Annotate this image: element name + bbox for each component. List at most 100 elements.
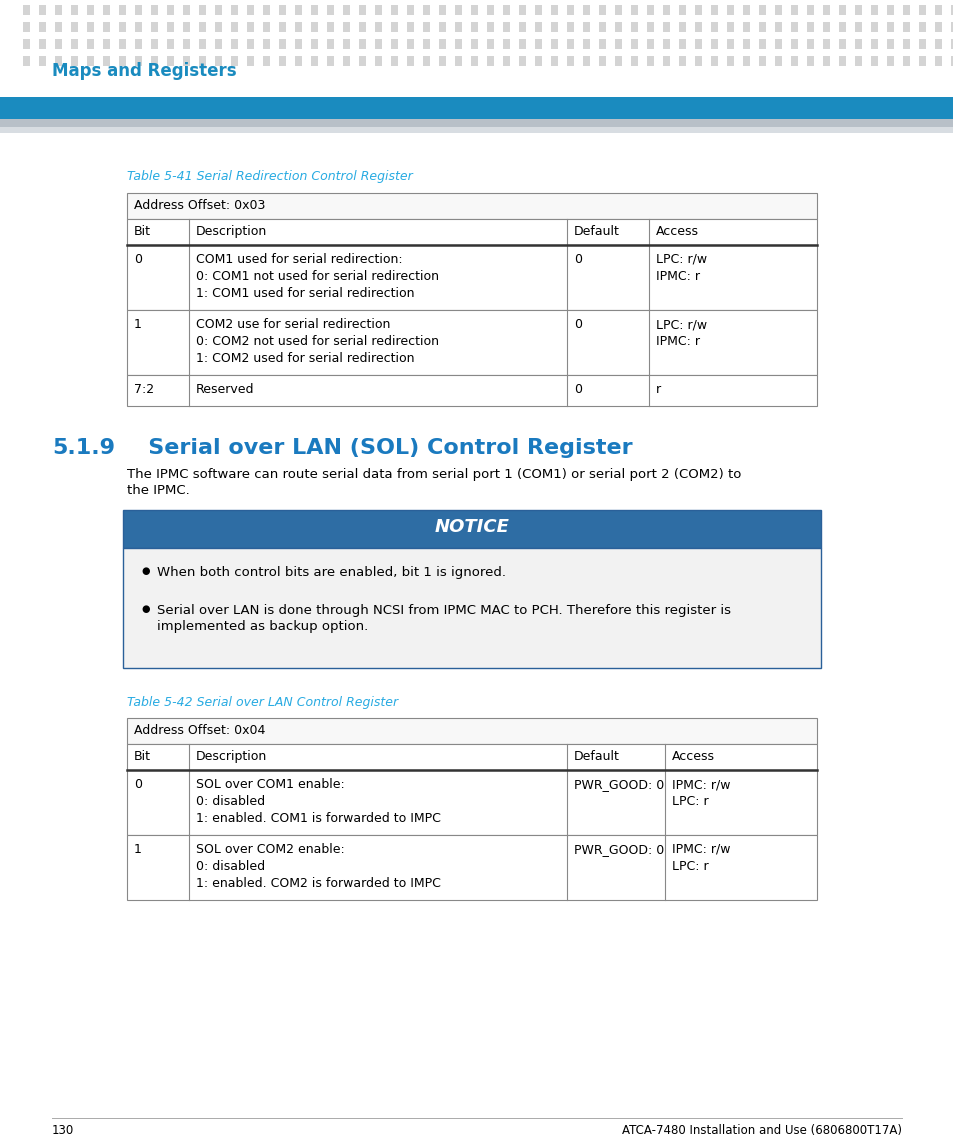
Bar xyxy=(231,5,237,15)
Bar xyxy=(679,5,685,15)
Bar xyxy=(55,56,62,66)
Bar xyxy=(119,39,126,49)
Bar xyxy=(598,39,605,49)
Bar xyxy=(375,56,381,66)
Bar xyxy=(151,39,158,49)
Bar xyxy=(135,22,142,32)
Bar xyxy=(806,56,813,66)
Bar xyxy=(294,39,302,49)
Text: SOL over COM1 enable:: SOL over COM1 enable: xyxy=(195,777,344,791)
Bar xyxy=(902,39,909,49)
Bar xyxy=(455,5,461,15)
Bar xyxy=(278,56,286,66)
Bar xyxy=(710,22,718,32)
Bar xyxy=(695,39,701,49)
Bar xyxy=(710,39,718,49)
Bar xyxy=(127,835,816,900)
Bar xyxy=(71,56,78,66)
Text: Default: Default xyxy=(574,226,619,238)
Bar xyxy=(535,22,541,32)
Bar xyxy=(615,5,621,15)
Bar xyxy=(199,56,206,66)
Bar xyxy=(630,22,638,32)
Bar xyxy=(103,39,110,49)
Bar xyxy=(87,56,94,66)
Bar xyxy=(422,56,430,66)
Bar xyxy=(119,5,126,15)
Bar xyxy=(518,56,525,66)
Bar xyxy=(822,5,829,15)
Bar xyxy=(294,22,302,32)
Bar xyxy=(934,5,941,15)
Bar xyxy=(822,56,829,66)
Bar xyxy=(566,56,574,66)
Text: IPMC: r/w: IPMC: r/w xyxy=(671,777,730,791)
Text: 1: COM2 used for serial redirection: 1: COM2 used for serial redirection xyxy=(195,352,414,365)
Bar xyxy=(311,56,317,66)
Bar xyxy=(23,56,30,66)
Bar xyxy=(247,5,253,15)
Bar xyxy=(199,5,206,15)
Bar xyxy=(662,56,669,66)
Bar xyxy=(375,5,381,15)
Bar xyxy=(918,5,925,15)
Bar xyxy=(774,22,781,32)
Bar xyxy=(327,22,334,32)
Bar xyxy=(343,5,350,15)
Bar xyxy=(630,56,638,66)
Bar xyxy=(231,22,237,32)
Bar xyxy=(327,39,334,49)
Bar xyxy=(582,39,589,49)
Text: LPC: r: LPC: r xyxy=(671,795,708,808)
Bar xyxy=(167,5,173,15)
Bar xyxy=(838,39,845,49)
Text: 0: disabled: 0: disabled xyxy=(195,860,265,872)
Bar xyxy=(486,56,494,66)
Bar xyxy=(358,39,366,49)
Bar xyxy=(695,56,701,66)
Bar xyxy=(278,5,286,15)
Bar xyxy=(902,5,909,15)
Bar xyxy=(615,22,621,32)
Bar xyxy=(278,22,286,32)
Bar xyxy=(582,56,589,66)
Bar xyxy=(407,5,414,15)
Text: 0: COM1 not used for serial redirection: 0: COM1 not used for serial redirection xyxy=(195,270,438,283)
Text: 5.1.9: 5.1.9 xyxy=(52,439,115,458)
Bar xyxy=(759,22,765,32)
Bar xyxy=(391,5,397,15)
Bar xyxy=(870,39,877,49)
Bar xyxy=(375,22,381,32)
Bar xyxy=(598,56,605,66)
Bar xyxy=(422,22,430,32)
Bar xyxy=(886,39,893,49)
Text: Description: Description xyxy=(195,750,267,763)
Bar xyxy=(566,39,574,49)
Bar xyxy=(518,5,525,15)
Text: LPC: r/w: LPC: r/w xyxy=(656,253,706,266)
Bar xyxy=(582,22,589,32)
Text: ●: ● xyxy=(141,605,150,614)
Bar xyxy=(838,5,845,15)
Bar xyxy=(726,56,733,66)
Bar xyxy=(167,56,173,66)
Bar xyxy=(918,56,925,66)
Bar xyxy=(391,56,397,66)
Bar xyxy=(726,22,733,32)
Bar xyxy=(455,39,461,49)
Bar xyxy=(167,39,173,49)
Bar xyxy=(39,22,46,32)
Bar xyxy=(806,39,813,49)
Bar xyxy=(518,22,525,32)
Bar xyxy=(695,5,701,15)
Bar xyxy=(726,5,733,15)
Bar xyxy=(214,22,222,32)
Bar xyxy=(630,39,638,49)
Bar xyxy=(870,56,877,66)
Bar xyxy=(646,39,654,49)
Bar xyxy=(759,5,765,15)
Bar xyxy=(646,22,654,32)
Bar xyxy=(646,5,654,15)
Bar xyxy=(375,39,381,49)
Bar xyxy=(231,39,237,49)
